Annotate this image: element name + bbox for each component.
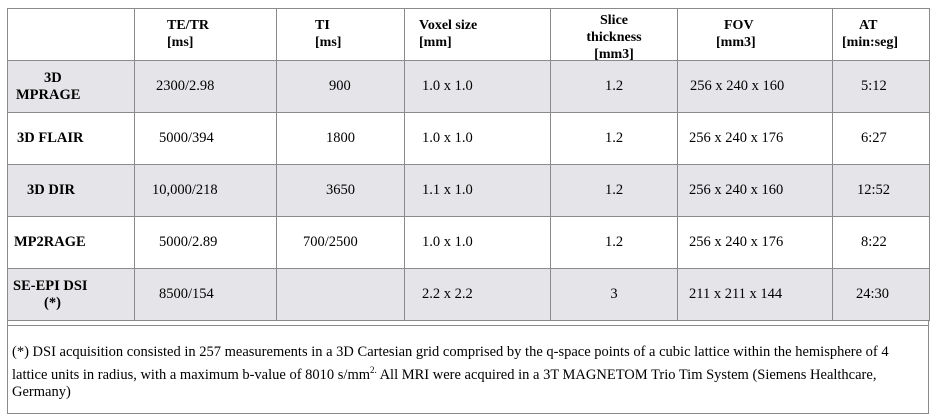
footnote-superscript: 2. (370, 364, 377, 375)
row-label: 3D MPRAGE (7, 60, 135, 113)
row-label: MP2RAGE (7, 216, 135, 269)
header-cell-fov: FOV [mm3] (677, 8, 833, 61)
header-cell-voxel-size: Voxel size [mm] (404, 8, 551, 61)
cell-slice: 1.2 (550, 112, 678, 165)
cell-at: 12:52 (832, 164, 930, 217)
cell-te-tr: 10,000/218 (134, 164, 277, 217)
footnote-main: (*) DSI acquisition consisted in 257 mea… (12, 344, 889, 383)
cell-at: 8:22 (832, 216, 930, 269)
mri-parameters-table: TE/TR [ms] TI [ms] Voxel size [mm] Slice thi… (7, 8, 930, 321)
table-row: SE-EPI DSI (*) 8500/154 2.2 x 2.2 3 211 x… (7, 268, 930, 321)
cell-voxel: 1.0 x 1.0 (404, 60, 551, 113)
cell-slice: 1.2 (550, 216, 678, 269)
footnote: (*) DSI acquisition consisted in 257 mea… (8, 325, 928, 413)
cell-voxel: 1.0 x 1.0 (404, 112, 551, 165)
header-cell-at: AT [min:seg] (832, 8, 930, 61)
cell-te-tr: 5000/2.89 (134, 216, 277, 269)
cell-voxel: 1.0 x 1.0 (404, 216, 551, 269)
header-row: TE/TR [ms] TI [ms] Voxel size [mm] Slice thi… (7, 8, 930, 61)
cell-te-tr: 5000/394 (134, 112, 277, 165)
cell-fov: 211 x 211 x 144 (677, 268, 833, 321)
cell-fov: 256 x 240 x 160 (677, 60, 833, 113)
table-row: MP2RAGE 5000/2.89 700/2500 1.0 x 1.0 1.2… (7, 216, 930, 269)
cell-fov: 256 x 240 x 176 (677, 112, 833, 165)
cell-voxel: 1.1 x 1.0 (404, 164, 551, 217)
header-cell-ti: TI [ms] (276, 8, 405, 61)
row-label: 3D DIR (7, 164, 135, 217)
cell-ti: 700/2500 (276, 216, 405, 269)
header-cell-sequence (7, 8, 135, 61)
cell-te-tr: 8500/154 (134, 268, 277, 321)
cell-at: 6:27 (832, 112, 930, 165)
header-cell-slice-thickness: Slice thickness [mm3] (550, 8, 678, 61)
cell-at: 24:30 (832, 268, 930, 321)
header-cell-te-tr: TE/TR [ms] (134, 8, 277, 61)
cell-slice: 3 (550, 268, 678, 321)
cell-ti: 3650 (276, 164, 405, 217)
cell-fov: 256 x 240 x 160 (677, 164, 833, 217)
table-row: 3D MPRAGE 2300/2.98 900 1.0 x 1.0 1.2 256… (7, 60, 930, 113)
cell-at: 5:12 (832, 60, 930, 113)
row-label: SE-EPI DSI (*) (7, 268, 135, 321)
footnote-rest: All MRI were acquired in a 3T MAGNETOM T… (12, 366, 877, 400)
cell-slice: 1.2 (550, 164, 678, 217)
cell-slice: 1.2 (550, 60, 678, 113)
cell-ti (276, 268, 405, 321)
row-label: 3D FLAIR (7, 112, 135, 165)
cell-ti: 900 (276, 60, 405, 113)
cell-te-tr: 2300/2.98 (134, 60, 277, 113)
cell-voxel: 2.2 x 2.2 (404, 268, 551, 321)
cell-ti: 1800 (276, 112, 405, 165)
table-row: 3D DIR 10,000/218 3650 1.1 x 1.0 1.2 256… (7, 164, 930, 217)
cell-fov: 256 x 240 x 176 (677, 216, 833, 269)
table-row: 3D FLAIR 5000/394 1800 1.0 x 1.0 1.2 256… (7, 112, 930, 165)
